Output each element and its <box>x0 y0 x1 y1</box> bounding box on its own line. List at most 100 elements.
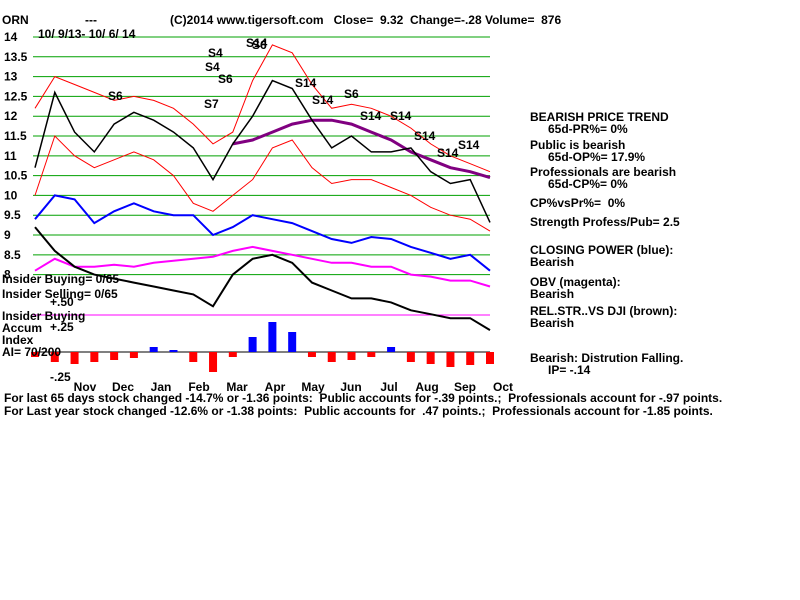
ai-bar <box>347 352 356 360</box>
signal-label: S6 <box>344 87 359 101</box>
header-text: ORN <box>2 13 29 27</box>
x-tick-label: Dec <box>112 380 134 394</box>
left-label: Insider Selling= 0/65 <box>2 287 118 301</box>
signal-label: S14 <box>458 138 480 152</box>
ai-bar <box>367 352 376 357</box>
y-tick-label: 9 <box>4 228 11 242</box>
panel-text: OBV (magenta): <box>530 275 621 289</box>
signal-label: S14 <box>437 146 459 160</box>
ai-tick-label: -.25 <box>50 370 71 384</box>
x-tick-label: Oct <box>493 380 513 394</box>
ai-bar <box>90 352 99 362</box>
left-label: Insider Buying <box>2 309 85 323</box>
panel-text: Bearish <box>530 316 574 330</box>
x-tick-label: Jan <box>151 380 172 394</box>
footer-text: For last 65 days stock changed -14.7% or… <box>4 391 722 405</box>
y-tick-label: 8 <box>4 268 11 282</box>
series-line <box>34 135 491 232</box>
ai-bar <box>50 352 59 362</box>
ai-bar <box>149 347 158 352</box>
y-tick-label: 11.5 <box>4 129 27 143</box>
panel-text: Bearish: Distrution Falling. <box>530 351 683 365</box>
footer-text: For Last year stock changed -12.6% or -1… <box>4 404 713 418</box>
ai-bar <box>387 347 396 352</box>
y-tick-label: 8.5 <box>4 248 21 262</box>
panel-text: CP%vsPr%= 0% <box>530 196 625 210</box>
y-tick-label: 12 <box>4 109 18 123</box>
header-text: --- <box>85 13 97 27</box>
header-text: (C)2014 www.tigersoft.com Close= 9.32 Ch… <box>170 13 561 27</box>
signal-label: S14 <box>246 36 268 50</box>
x-tick-label: Nov <box>74 380 97 394</box>
ai-bar <box>268 322 277 352</box>
x-tick-label: Jun <box>340 380 361 394</box>
left-label: Accum <box>2 321 42 335</box>
panel-text: CLOSING POWER (blue): <box>530 243 673 257</box>
panel-text: 65d-PR%= 0% <box>548 122 628 136</box>
ai-bar <box>209 352 218 372</box>
ai-tick-label: +.25 <box>50 320 74 334</box>
x-tick-label: Jul <box>380 380 397 394</box>
date-range: 10/ 9/13- 10/ 6/ 14 <box>38 27 136 41</box>
ai-bar <box>189 352 198 362</box>
x-tick-label: May <box>301 380 325 394</box>
ai-tick-label: +.50 <box>50 295 74 309</box>
y-tick-label: 11 <box>4 149 17 163</box>
series-line <box>232 118 491 180</box>
series-line <box>34 226 491 331</box>
y-tick-label: 13.5 <box>4 50 28 64</box>
y-tick-label: 13 <box>4 70 18 84</box>
panel-text: Professionals are bearish <box>530 165 676 179</box>
signal-label: S6 <box>218 72 233 86</box>
ai-bar <box>466 352 475 365</box>
panel-text: 65d-OP%= 17.9% <box>548 150 645 164</box>
series-line <box>34 194 491 272</box>
ai-bar <box>248 337 257 352</box>
x-tick-label: Aug <box>415 380 438 394</box>
ai-bar <box>129 352 138 358</box>
ai-bar <box>426 352 435 364</box>
left-label: Insider Buying= 0/65 <box>2 272 119 286</box>
x-tick-label: Mar <box>226 380 248 394</box>
ai-bar <box>486 352 494 364</box>
ai-bar <box>31 352 39 357</box>
signal-label: S14 <box>295 76 317 90</box>
ai-bar <box>288 332 297 352</box>
left-label: Index <box>2 333 34 347</box>
panel-text: IP= -.14 <box>548 363 591 377</box>
signal-label: S4 <box>208 46 223 60</box>
ai-bar <box>70 352 79 364</box>
y-tick-label: 10 <box>4 188 18 202</box>
signal-label: S14 <box>312 93 334 107</box>
y-tick-label: 14 <box>4 30 18 44</box>
ai-bar <box>406 352 415 362</box>
signal-label: S6 <box>252 38 267 52</box>
ai-bar <box>327 352 336 362</box>
series-line <box>34 245 491 288</box>
series-line <box>34 44 491 173</box>
signal-label: S14 <box>414 129 436 143</box>
signal-label: S14 <box>390 109 412 123</box>
panel-text: Bearish <box>530 255 574 269</box>
y-tick-label: 10.5 <box>4 169 28 183</box>
x-tick-label: Sep <box>454 380 476 394</box>
ai-bar <box>228 352 237 357</box>
ai-bar <box>307 352 316 357</box>
panel-text: 65d-CP%= 0% <box>548 177 628 191</box>
signal-label: S7 <box>204 97 219 111</box>
left-label: AI= 70/200 <box>2 345 61 359</box>
signal-label: S6 <box>108 89 123 103</box>
panel-text: REL.STR..VS DJI (brown): <box>530 304 677 318</box>
panel-text: BEARISH PRICE TREND <box>530 110 669 124</box>
signal-label: S14 <box>360 109 382 123</box>
ai-bar <box>169 350 178 352</box>
ai-bar <box>110 352 119 360</box>
y-tick-label: 9.5 <box>4 208 21 222</box>
panel-text: Bearish <box>530 287 574 301</box>
signal-label: S4 <box>205 60 220 74</box>
x-tick-label: Apr <box>265 380 286 394</box>
panel-text: Strength Profess/Pub= 2.5 <box>530 215 680 229</box>
y-tick-label: 12.5 <box>4 89 28 103</box>
